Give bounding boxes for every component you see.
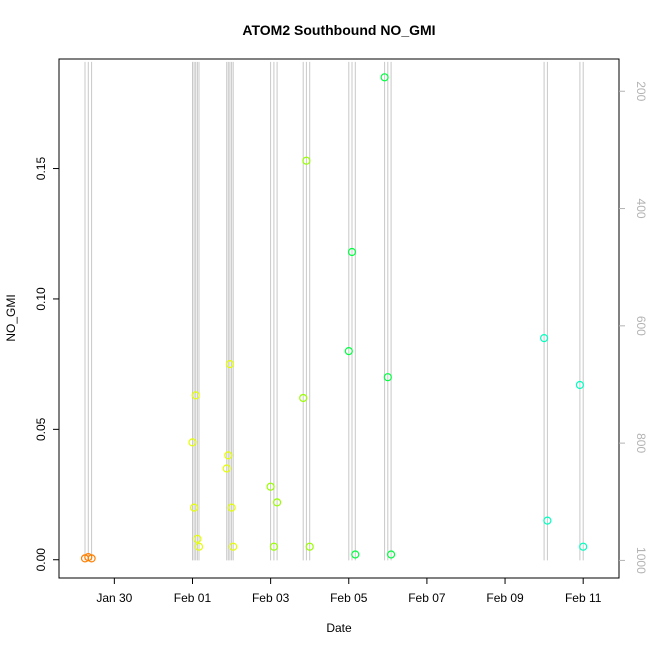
data-point bbox=[190, 503, 199, 512]
right-axis-tick-label: 600 bbox=[634, 316, 648, 336]
data-point bbox=[273, 498, 282, 507]
data-point bbox=[222, 464, 231, 473]
data-point bbox=[224, 451, 233, 460]
data-point bbox=[575, 380, 585, 390]
series-3 bbox=[266, 156, 314, 551]
data-point bbox=[387, 550, 396, 559]
x-tick-label: Feb 09 bbox=[486, 591, 524, 605]
right-axis-tick-label: 400 bbox=[634, 199, 648, 219]
data-point bbox=[351, 550, 360, 559]
plot-clip bbox=[59, 59, 619, 578]
data-point bbox=[380, 73, 389, 82]
series-1 bbox=[80, 552, 96, 563]
data-point bbox=[299, 393, 308, 403]
plot-frame bbox=[58, 58, 620, 579]
data-point bbox=[344, 347, 353, 356]
x-tick-label: Feb 01 bbox=[174, 591, 212, 605]
data-point bbox=[539, 334, 549, 343]
chart-title: ATOM2 Southbound NO_GMI bbox=[242, 22, 435, 38]
data-point bbox=[194, 542, 204, 551]
data-point bbox=[266, 482, 275, 491]
y-tick-label: 0.00 bbox=[34, 548, 48, 572]
pressure-profile-layer bbox=[59, 59, 619, 578]
x-tick-label: Feb 05 bbox=[330, 591, 368, 605]
data-point bbox=[347, 247, 357, 257]
x-axis-label: Date bbox=[326, 621, 352, 635]
x-tick-label: Feb 07 bbox=[408, 591, 446, 605]
data-point bbox=[225, 360, 234, 369]
series-4 bbox=[344, 73, 396, 559]
data-point bbox=[193, 534, 202, 544]
data-point bbox=[383, 373, 392, 382]
series-5 bbox=[539, 334, 588, 551]
data-point bbox=[543, 516, 552, 525]
data-point bbox=[269, 542, 278, 551]
y-tick-label: 0.10 bbox=[34, 287, 48, 311]
right-axis-tick-label: 200 bbox=[634, 81, 648, 101]
y-tick-label: 0.05 bbox=[34, 417, 48, 441]
data-point bbox=[305, 542, 314, 551]
axes-layer: Jan 30 Feb 01 Feb 03 Feb 05 Feb 07 Feb 09 Feb … bbox=[34, 58, 648, 605]
right-axis-tick-label: 1000 bbox=[634, 547, 648, 574]
data-point bbox=[229, 542, 238, 551]
y-tick-label: 0.15 bbox=[34, 157, 48, 181]
data-points-layer bbox=[80, 73, 588, 563]
right-axis-tick-label: 800 bbox=[634, 433, 648, 453]
series-2 bbox=[188, 360, 238, 551]
data-point bbox=[579, 542, 588, 551]
x-tick-label: Feb 11 bbox=[565, 591, 602, 605]
data-point bbox=[87, 554, 96, 563]
pressure-profile-lines bbox=[84, 61, 584, 561]
x-tick-label: Jan 30 bbox=[96, 591, 132, 605]
data-point bbox=[227, 503, 236, 512]
x-tick-label: Feb 03 bbox=[252, 591, 290, 605]
y-axis-label: NO_GMI bbox=[4, 294, 18, 341]
data-point bbox=[191, 391, 200, 400]
data-point bbox=[302, 156, 311, 165]
data-point bbox=[188, 438, 197, 447]
